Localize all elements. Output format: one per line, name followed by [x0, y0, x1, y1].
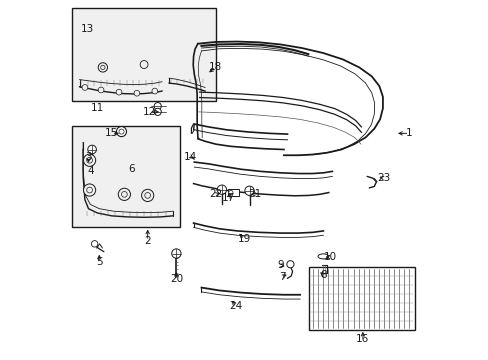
Text: 8: 8: [320, 270, 326, 280]
Circle shape: [98, 87, 104, 93]
Circle shape: [101, 65, 105, 69]
Circle shape: [144, 193, 150, 198]
FancyBboxPatch shape: [72, 8, 215, 101]
Text: 16: 16: [355, 333, 369, 343]
Text: 23: 23: [377, 173, 390, 183]
Text: 13: 13: [81, 24, 94, 35]
Text: 24: 24: [228, 301, 242, 311]
Circle shape: [98, 63, 107, 72]
Text: 3: 3: [85, 152, 92, 162]
Circle shape: [86, 157, 92, 163]
Circle shape: [228, 190, 233, 195]
Circle shape: [286, 261, 293, 268]
Text: 17: 17: [221, 193, 235, 203]
Ellipse shape: [317, 254, 328, 259]
Text: 10: 10: [324, 252, 336, 262]
Text: 18: 18: [209, 62, 222, 72]
Circle shape: [86, 187, 92, 193]
Circle shape: [119, 129, 124, 134]
Circle shape: [154, 103, 161, 110]
Text: 1: 1: [406, 129, 412, 138]
Circle shape: [83, 184, 96, 196]
Circle shape: [91, 240, 98, 247]
Circle shape: [88, 145, 96, 154]
Circle shape: [154, 108, 161, 116]
Circle shape: [171, 249, 181, 258]
Circle shape: [142, 189, 153, 202]
Circle shape: [217, 185, 226, 194]
Text: 19: 19: [237, 234, 251, 244]
Text: 2: 2: [144, 236, 151, 246]
FancyBboxPatch shape: [72, 126, 180, 226]
Text: 11: 11: [91, 103, 104, 113]
Text: 20: 20: [169, 274, 183, 284]
Text: 9: 9: [277, 260, 283, 270]
Circle shape: [118, 188, 130, 201]
Text: 6: 6: [128, 164, 135, 174]
Circle shape: [83, 154, 96, 166]
Circle shape: [82, 85, 88, 90]
Text: 4: 4: [87, 166, 93, 176]
Text: 22: 22: [209, 189, 222, 199]
Circle shape: [244, 186, 254, 195]
Text: 15: 15: [105, 129, 118, 138]
Text: 14: 14: [183, 152, 197, 162]
Text: 7: 7: [278, 272, 285, 282]
Text: 21: 21: [248, 189, 262, 199]
Circle shape: [121, 192, 127, 197]
Circle shape: [116, 127, 126, 136]
Text: 5: 5: [96, 257, 102, 267]
Circle shape: [152, 88, 158, 94]
Circle shape: [116, 89, 122, 95]
Bar: [228, 189, 239, 196]
Bar: [308, 267, 414, 330]
Circle shape: [134, 90, 140, 96]
Circle shape: [140, 60, 148, 68]
Text: 12: 12: [142, 107, 156, 117]
